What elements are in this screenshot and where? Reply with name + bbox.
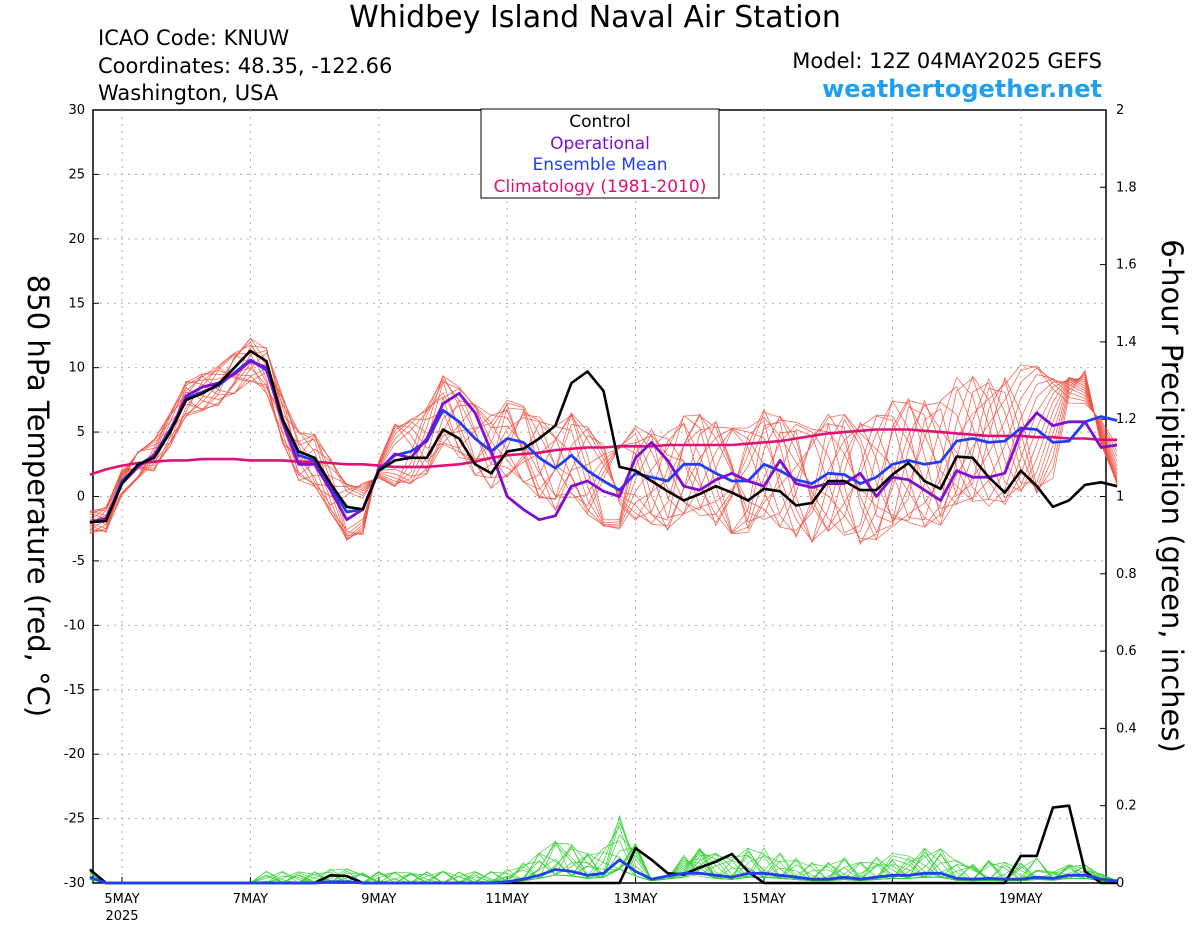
y-tick-label: 30 — [68, 103, 85, 118]
x-tick-label: 17MAY — [871, 892, 915, 907]
member-precip-line — [89, 848, 1118, 884]
y-tick-label: -25 — [64, 812, 85, 827]
temp-line-control — [89, 349, 1118, 524]
y2-tick-label: 0.8 — [1116, 567, 1137, 582]
y-tick-label: 5 — [77, 425, 85, 440]
member-temp-line — [89, 373, 1118, 536]
x-tick-sublabel: 2025 — [105, 909, 138, 924]
y-tick-label: 0 — [77, 490, 85, 505]
member-temp-line — [89, 350, 1118, 543]
model-run: Model: 12Z 04MAY2025 GEFS — [792, 49, 1102, 73]
axis-ticks: -30-25-20-15-10-505101520253000.20.40.60… — [64, 103, 1137, 924]
x-tick-label: 15MAY — [742, 892, 786, 907]
y-tick-label: 15 — [68, 296, 85, 311]
y-tick-label: -10 — [64, 618, 85, 633]
temp-line-operational — [89, 359, 1118, 524]
y2-tick-label: 1 — [1116, 490, 1124, 505]
y2-axis-title: 6-hour Precipitation (green, inches) — [1155, 239, 1189, 753]
member-temp-line — [89, 337, 1118, 544]
page-title: Whidbey Island Naval Air Station — [349, 0, 841, 35]
member-temp-line — [89, 367, 1118, 541]
y-tick-label: -20 — [64, 747, 85, 762]
series-lines — [89, 349, 1118, 885]
y-tick-label: 10 — [68, 361, 85, 376]
x-tick-label: 11MAY — [485, 892, 529, 907]
coordinates: Coordinates: 48.35, -122.66 — [98, 54, 393, 78]
site-link[interactable]: weathertogether.net — [822, 75, 1102, 103]
y2-tick-label: 2 — [1116, 103, 1124, 118]
y2-tick-label: 1.6 — [1116, 258, 1137, 273]
x-tick-label: 7MAY — [233, 892, 268, 907]
temp-line-climatology-1981-2010- — [89, 428, 1118, 476]
y2-tick-label: 1.8 — [1116, 180, 1137, 195]
legend: Control Operational Ensemble Mean Climat… — [480, 108, 720, 199]
ensemble-members — [89, 337, 1118, 884]
member-temp-line — [89, 374, 1118, 531]
y2-tick-label: 0.2 — [1116, 799, 1137, 814]
x-tick-label: 5MAY — [104, 892, 139, 907]
y-tick-label: -5 — [72, 554, 85, 569]
y-tick-label: 20 — [68, 232, 85, 247]
x-tick-label: 9MAY — [361, 892, 396, 907]
member-precip-line — [89, 840, 1118, 884]
member-temp-line — [89, 353, 1118, 533]
y2-tick-label: 1.4 — [1116, 335, 1137, 350]
y-tick-label: 25 — [68, 167, 85, 182]
temp-line-ensemble-mean — [89, 358, 1118, 524]
legend-operational: Operational — [550, 134, 650, 154]
member-temp-line — [89, 345, 1118, 534]
y-tick-label: -15 — [64, 683, 85, 698]
legend-climatology: Climatology (1981-2010) — [494, 177, 707, 197]
location: Washington, USA — [98, 81, 279, 105]
grid-lines — [93, 110, 1106, 883]
y-axis-title: 850 hPa Temperature (red, °C) — [21, 275, 55, 717]
legend-control: Control — [569, 112, 630, 132]
x-tick-label: 19MAY — [999, 892, 1043, 907]
y2-tick-label: 0.6 — [1116, 644, 1137, 659]
y-tick-label: -30 — [64, 876, 85, 891]
icao-code: ICAO Code: KNUW — [98, 26, 290, 50]
y2-tick-label: 1.2 — [1116, 412, 1137, 427]
y2-tick-label: 0.4 — [1116, 721, 1137, 736]
precip-line-ensemble-mean — [89, 858, 1118, 885]
member-temp-line — [89, 367, 1118, 533]
y2-tick-label: 0 — [1116, 876, 1124, 891]
x-tick-label: 13MAY — [614, 892, 658, 907]
legend-ensemble-mean: Ensemble Mean — [532, 155, 667, 175]
legend-box — [480, 108, 720, 199]
member-temp-line — [89, 354, 1118, 546]
